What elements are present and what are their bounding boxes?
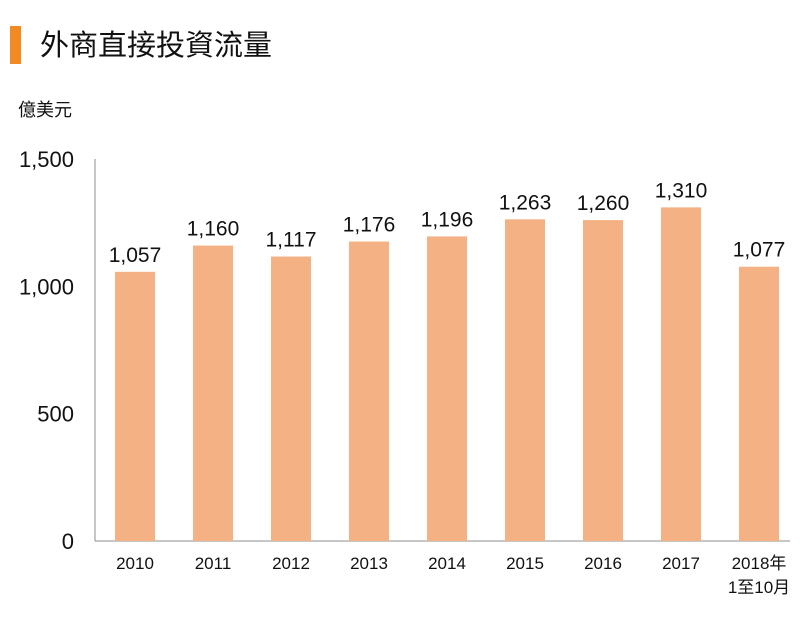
x-tick-label: 2011: [195, 554, 232, 573]
x-tick-label-line: 2013: [350, 554, 388, 573]
bar-value-label: 1,160: [187, 218, 240, 241]
x-tick-label: 2012: [272, 554, 310, 573]
x-tick-label: 2016: [584, 554, 622, 573]
x-tick-label-line: 2010: [116, 554, 154, 573]
bar-value-label: 1,310: [655, 179, 708, 202]
bar-value-label: 1,176: [343, 214, 396, 237]
x-tick-label: 2010: [116, 554, 154, 573]
bar-value-label: 1,077: [733, 239, 786, 262]
x-tick-label-line: 2012: [272, 554, 310, 573]
bar-value-label: 1,057: [109, 244, 162, 267]
x-tick-label-line: 2018年: [732, 554, 787, 573]
y-axis-unit-label: 億美元: [18, 100, 72, 121]
x-tick-label-line: 2011: [195, 554, 232, 573]
bar-value-label: 1,263: [499, 191, 552, 214]
bar: [271, 256, 311, 541]
bar-value-label: 1,260: [577, 192, 630, 215]
x-tick-label: 2015: [506, 554, 544, 573]
bar: [349, 241, 389, 541]
y-tick-label: 500: [37, 402, 74, 427]
title-block: 外商直接投資流量: [10, 26, 272, 64]
x-tick-label: 2013: [350, 554, 388, 573]
bar: [661, 207, 701, 542]
x-tick-label: 2017: [662, 554, 700, 573]
y-tick-label: 1,500: [19, 147, 74, 172]
bar-value-label: 1,117: [266, 229, 317, 252]
x-tick-label: 2014: [428, 554, 466, 573]
bar: [193, 245, 233, 541]
y-tick-label: 1,000: [19, 274, 74, 299]
x-tick-label-line: 2015: [506, 554, 544, 573]
bar: [505, 219, 545, 541]
bar-value-label: 1,196: [421, 208, 474, 231]
x-tick-label-line: 1至10月: [728, 578, 790, 597]
bar: [427, 236, 467, 541]
bar: [583, 220, 623, 541]
bar: [739, 266, 779, 541]
x-tick-label-line: 2014: [428, 554, 466, 573]
bar: [115, 271, 155, 541]
x-tick-label: 2018年 1至10月: [728, 554, 790, 597]
x-tick-label-line: 2017: [662, 554, 700, 573]
chart-title: 外商直接投資流量: [40, 28, 273, 62]
title-accent-bar: [10, 26, 21, 64]
y-tick-label: 0: [62, 529, 74, 554]
x-tick-label-line: 2016: [584, 554, 622, 573]
